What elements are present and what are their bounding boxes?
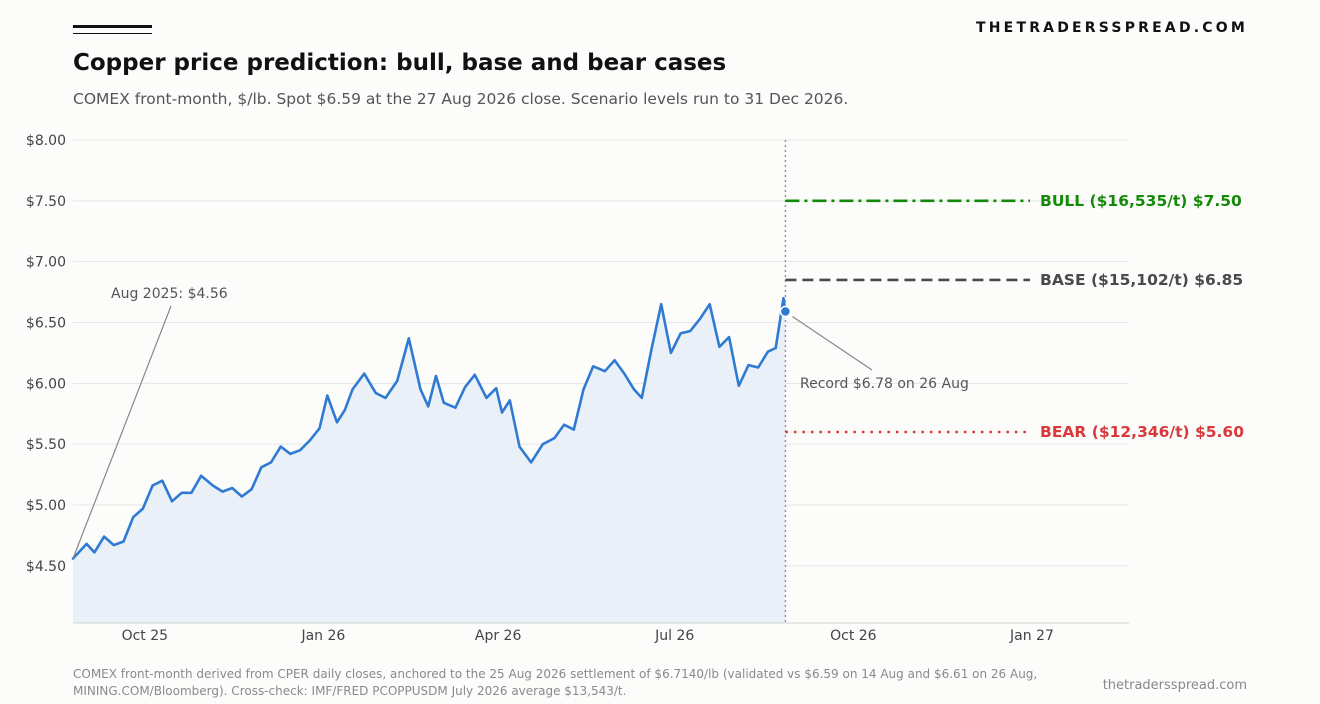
chart-subtitle: COMEX front-month, $/lb. Spot $6.59 at t… xyxy=(73,90,849,108)
start-annotation: Aug 2025: $4.56 xyxy=(111,286,228,302)
header-rule-thick xyxy=(73,25,152,28)
y-tick-label: $6.00 xyxy=(26,376,66,392)
y-tick-label: $5.00 xyxy=(26,498,66,514)
axes: $4.50 $5.00 $5.50 $6.00 $6.50 $7.00 $7.50 $8.00… xyxy=(26,133,1129,644)
y-tick-label: $7.00 xyxy=(26,255,66,271)
y-tick-label: $8.00 xyxy=(26,133,66,149)
scenario-name: BASE xyxy=(1040,271,1086,289)
scenario-tonnes: ($15,102/t) xyxy=(1086,271,1189,289)
y-tick-label: $7.50 xyxy=(26,194,66,210)
bull-scenario-label: BULL ($16,535/t) $7.50 xyxy=(1040,192,1242,210)
price-area xyxy=(73,298,786,623)
footnote: COMEX front-month derived from CPER dail… xyxy=(73,667,1038,698)
price-series xyxy=(71,296,787,560)
price-area-fill xyxy=(73,298,786,623)
bear-scenario-label: BEAR ($12,346/t) $5.60 xyxy=(1040,423,1244,441)
y-tick-label: $5.50 xyxy=(26,437,66,453)
scenario-price: $5.60 xyxy=(1190,423,1245,441)
footer-brand: thetradersspread.com xyxy=(1102,678,1247,693)
x-tick-label: Jan 26 xyxy=(300,628,345,644)
scenario-name: BULL xyxy=(1040,192,1084,210)
x-tick-label: Apr 26 xyxy=(475,628,522,644)
x-tick-label: Jan 27 xyxy=(1009,628,1054,644)
record-annotation-leader xyxy=(792,316,873,371)
annotations: Aug 2025: $4.56 Record $6.78 on 26 Aug xyxy=(72,286,969,559)
y-tick-label: $6.50 xyxy=(26,315,66,331)
chart-title: Copper price prediction: bull, base and … xyxy=(73,50,727,76)
record-annotation: Record $6.78 on 26 Aug xyxy=(800,376,969,392)
x-tick-label: Oct 25 xyxy=(122,628,168,644)
x-tick-label: Jul 26 xyxy=(654,628,694,644)
scenario-name: BEAR xyxy=(1040,423,1086,441)
scenario-tonnes: ($12,346/t) xyxy=(1086,423,1189,441)
scenario-tonnes: ($16,535/t) xyxy=(1084,192,1187,210)
scenario-price: $7.50 xyxy=(1187,192,1242,210)
spot-marker xyxy=(779,305,792,318)
brand-name: THETRADERSSPREAD.COM xyxy=(976,20,1248,36)
start-annotation-leader xyxy=(72,305,172,559)
base-scenario-label: BASE ($15,102/t) $6.85 xyxy=(1040,271,1243,289)
header-rule-thin xyxy=(73,33,152,34)
price-line xyxy=(71,296,787,560)
y-tick-label: $4.50 xyxy=(26,559,66,575)
x-tick-label: Oct 26 xyxy=(830,628,877,644)
scenario-price: $6.85 xyxy=(1189,271,1243,289)
scenario-lines: BULL ($16,535/t) $7.50 BASE ($15,102/t) $… xyxy=(785,192,1244,441)
